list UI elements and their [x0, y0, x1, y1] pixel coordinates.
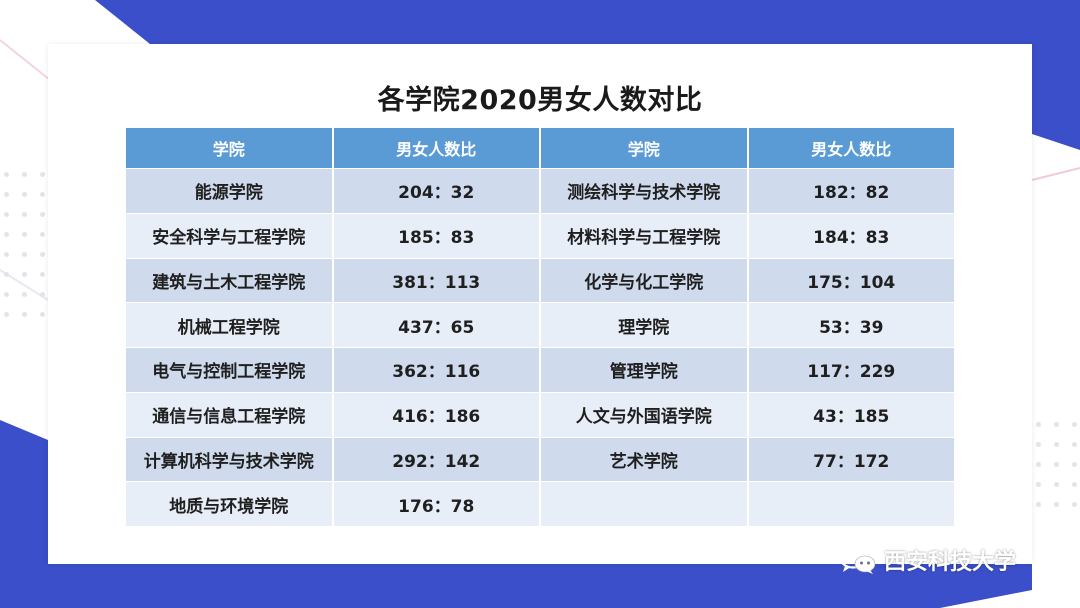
- college-cell: 建筑与土木工程学院: [126, 258, 332, 303]
- ratio-cell: 185：83: [333, 213, 539, 258]
- ratio-cell: [748, 482, 954, 526]
- college-cell: 安全科学与工程学院: [126, 213, 332, 258]
- right-dot-grid: [1036, 422, 1080, 542]
- college-cell: 理学院: [541, 303, 747, 347]
- college-cell: 机械工程学院: [126, 303, 332, 347]
- table-row: 能源学院 204：32 测绘科学与技术学院 182：82: [126, 169, 954, 213]
- college-cell: 人文与外国语学院: [541, 392, 747, 437]
- table-row: 通信与信息工程学院 416：186 人文与外国语学院 43：185: [126, 392, 954, 437]
- header-college-left: 学院: [126, 128, 332, 168]
- ratio-cell: 292：142: [333, 437, 539, 482]
- ratio-cell: 437：65: [333, 303, 539, 347]
- ratio-cell: 175：104: [748, 258, 954, 303]
- college-cell: [541, 482, 747, 526]
- header-ratio-right: 男女人数比: [748, 128, 954, 168]
- table-header-row: 学院 男女人数比 学院 男女人数比: [126, 128, 954, 168]
- left-dot-grid: [4, 172, 48, 332]
- college-cell: 测绘科学与技术学院: [541, 169, 747, 213]
- college-cell: 化学与化工学院: [541, 258, 747, 303]
- wechat-icon: [838, 545, 876, 574]
- college-cell: 电气与控制工程学院: [126, 348, 332, 392]
- header-college-right: 学院: [541, 128, 747, 168]
- college-cell: 计算机科学与技术学院: [126, 437, 332, 482]
- college-cell: 艺术学院: [541, 437, 747, 482]
- header-ratio-left: 男女人数比: [333, 128, 539, 168]
- watermark-text: 西安科技大学: [884, 550, 1017, 575]
- table-row: 地质与环境学院 176：78: [126, 482, 954, 526]
- ratio-cell: 43：185: [748, 392, 954, 437]
- ratio-cell: 362：116: [333, 348, 539, 392]
- page-title: 各学院2020男女人数对比: [377, 85, 703, 116]
- table-row: 计算机科学与技术学院 292：142 艺术学院 77：172: [126, 437, 954, 482]
- ratio-cell: 117：229: [748, 348, 954, 392]
- ratio-cell: 53：39: [748, 303, 954, 347]
- table-row: 建筑与土木工程学院 381：113 化学与化工学院 175：104: [126, 258, 954, 303]
- ratio-cell: 184：83: [748, 213, 954, 258]
- ratio-table: 学院 男女人数比 学院 男女人数比 能源学院 204：32 测绘科学与技术学院 …: [124, 127, 956, 527]
- ratio-cell: 182：82: [748, 169, 954, 213]
- college-cell: 地质与环境学院: [126, 482, 332, 526]
- ratio-cell: 176：78: [333, 482, 539, 526]
- table-row: 机械工程学院 437：65 理学院 53：39: [126, 303, 954, 347]
- ratio-cell: 77：172: [748, 437, 954, 482]
- college-cell: 能源学院: [126, 169, 332, 213]
- ratio-cell: 204：32: [333, 169, 539, 213]
- college-cell: 管理学院: [541, 348, 747, 392]
- college-cell: 材料科学与工程学院: [541, 213, 747, 258]
- college-cell: 通信与信息工程学院: [126, 392, 332, 437]
- table-row: 安全科学与工程学院 185：83 材料科学与工程学院 184：83: [126, 213, 954, 258]
- ratio-cell: 416：186: [333, 392, 539, 437]
- ratio-cell: 381：113: [333, 258, 539, 303]
- watermark: 西安科技大学: [838, 542, 1016, 578]
- table-row: 电气与控制工程学院 362：116 管理学院 117：229: [126, 348, 954, 392]
